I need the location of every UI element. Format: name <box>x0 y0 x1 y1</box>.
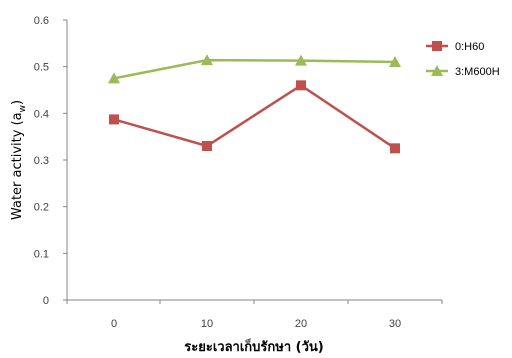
x-ticks: 0 10 20 30 <box>66 300 443 330</box>
x-tick-label: 10 <box>201 318 213 330</box>
data-point-0-1 <box>202 141 212 151</box>
y-tick-label: 0.1 <box>34 248 49 260</box>
y-tick-label: 0.6 <box>34 15 49 27</box>
data-point-1-1 <box>201 54 213 66</box>
data-point-0-0 <box>109 114 119 125</box>
series-layer <box>108 54 401 154</box>
y-axis-title-close: ) <box>10 100 25 105</box>
data-point-1-2 <box>295 54 307 66</box>
x-tick-label: 0 <box>111 318 117 330</box>
series-line-0 <box>113 83 396 150</box>
x-tick-label: 20 <box>295 318 307 330</box>
legend-marker-1 <box>431 65 443 76</box>
legend-label-1: 3:M600H <box>455 66 500 78</box>
y-tick-label: 0.5 <box>34 62 49 74</box>
y-ticks: 0 0.1 0.2 0.3 0.4 0.5 0.6 <box>34 15 67 307</box>
y-tick-label: 0.4 <box>34 108 49 120</box>
series-line-1 <box>113 58 396 80</box>
legend-label-0: 0:H60 <box>455 41 484 53</box>
y-axis-title-main: Water activity (a <box>10 112 25 220</box>
y-tick-label: 0 <box>43 295 49 307</box>
y-axis-title-subscript: w <box>18 105 28 112</box>
legend: 0:H60 3:M600H <box>426 41 500 78</box>
data-point-0-2 <box>296 80 306 91</box>
y-tick-label: 0.3 <box>34 155 49 167</box>
y-tick-label: 0.2 <box>34 202 49 214</box>
data-point-0-3 <box>390 143 400 154</box>
y-axis-title: Water activity (aw) <box>10 100 28 220</box>
data-point-1-3 <box>389 56 401 67</box>
x-axis-title: ระยะเวลาเก็บรักษา (วัน) <box>184 337 323 355</box>
x-tick-label: 30 <box>389 318 401 330</box>
data-point-1-0 <box>108 72 120 84</box>
legend-marker-0 <box>432 41 442 51</box>
